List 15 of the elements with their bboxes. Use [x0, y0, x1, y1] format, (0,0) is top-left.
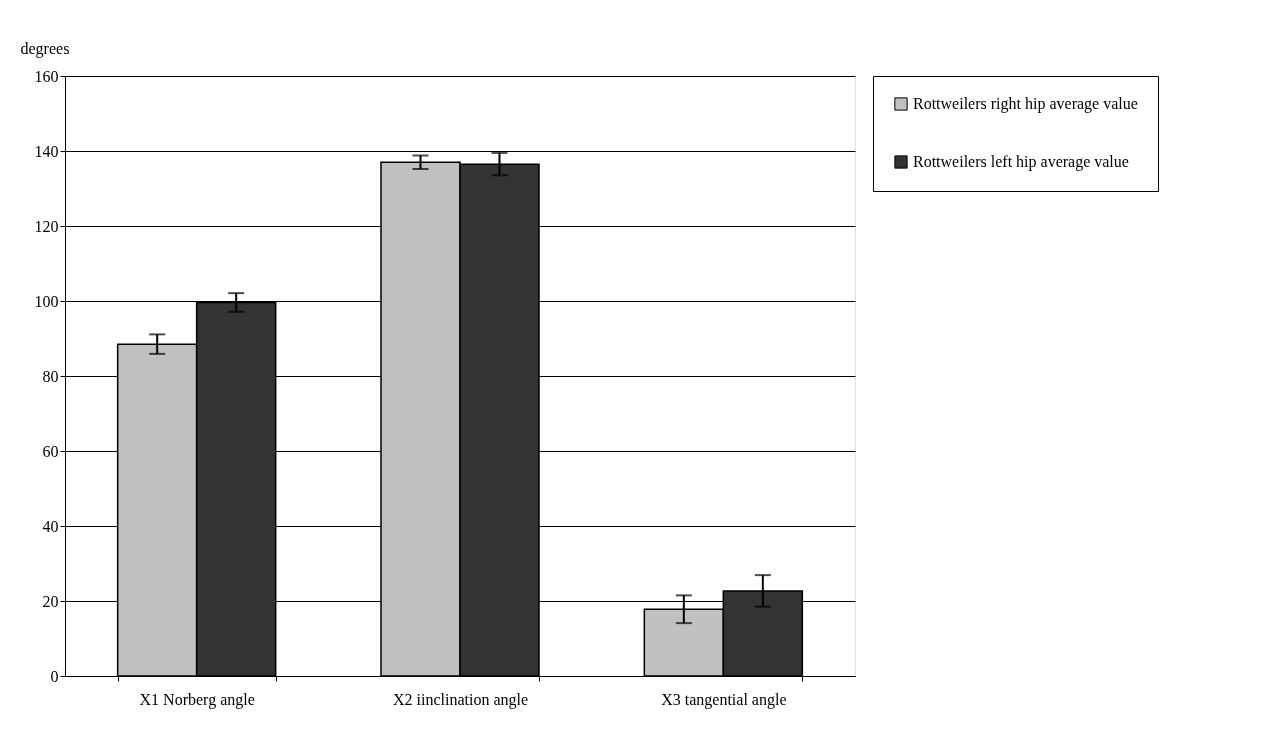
y-tick-label: 160: [34, 67, 59, 85]
x-tick-label: X3 tangential angle: [661, 690, 787, 709]
legend-label: Rottweilers right hip average value: [913, 95, 1138, 113]
y-tick-label: 100: [34, 292, 59, 310]
y-tick-label: 120: [34, 217, 59, 235]
y-tick-label: 20: [42, 592, 59, 610]
x-tick-label: X1 Norberg angle: [139, 690, 255, 709]
x-tick-label: X2 iinclination angle: [392, 690, 529, 709]
y-tick-label: 0: [50, 667, 59, 685]
legend-label: Rottweilers left hip average value: [913, 153, 1129, 171]
y-axis-title: degrees: [20, 39, 70, 58]
y-tick-label: 40: [42, 517, 59, 535]
y-tick-label: 140: [34, 142, 59, 160]
y-tick-label: 60: [42, 442, 59, 460]
y-tick-label: 80: [42, 367, 59, 385]
